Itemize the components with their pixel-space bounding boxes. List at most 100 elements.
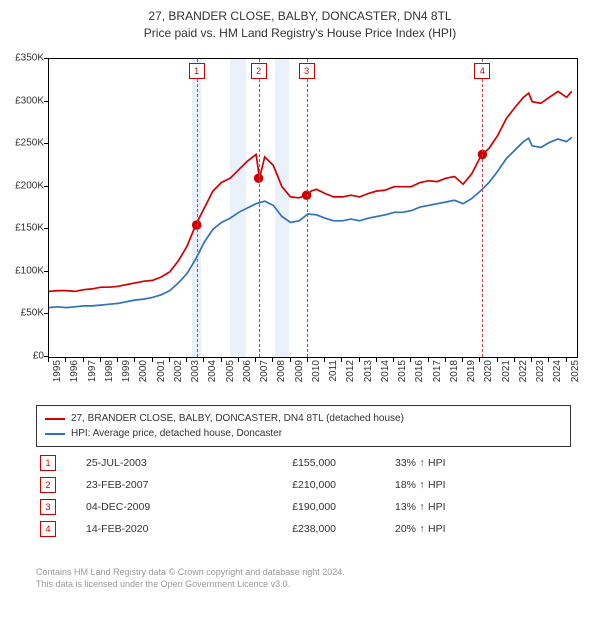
y-tick-label: £100K [15,265,44,276]
x-tick-mark [290,358,291,362]
sale-vline [259,59,260,357]
x-tick-label: 2025 [570,360,581,382]
x-tick-label: 2001 [156,360,167,382]
x-tick-mark [566,358,567,362]
x-tick-mark [48,358,49,362]
x-tick-mark [83,358,84,362]
x-tick-label: 2015 [397,360,408,382]
x-tick-mark [186,358,187,362]
x-tick-label: 2024 [552,360,563,382]
sale-price: £238,000 [226,523,336,535]
x-tick-label: 2009 [294,360,305,382]
y-tick-label: £200K [15,180,44,191]
x-tick-label: 2021 [501,360,512,382]
x-tick-mark [497,358,498,362]
y-tick-mark [44,228,48,229]
sale-price: £210,000 [226,479,336,491]
arrow-up-icon: ↑ [416,501,428,513]
x-tick-label: 1998 [104,360,115,382]
y-tick-mark [44,58,48,59]
x-tick-label: 2016 [414,360,425,382]
x-tick-label: 2014 [380,360,391,382]
sale-price: £155,000 [226,457,336,469]
sale-hpi-suffix: HPI [428,501,468,513]
x-tick-mark [255,358,256,362]
sale-vlabel: 2 [251,63,267,79]
x-tick-label: 1995 [52,360,63,382]
legend-row: 27, BRANDER CLOSE, BALBY, DONCASTER, DN4… [45,411,562,426]
x-tick-label: 2000 [138,360,149,382]
x-tick-mark [479,358,480,362]
x-tick-mark [307,358,308,362]
x-tick-label: 2008 [276,360,287,382]
x-tick-mark [221,358,222,362]
x-tick-label: 2010 [311,360,322,382]
sale-pct: 18% [336,479,416,491]
x-tick-mark [428,358,429,362]
x-tick-mark [376,358,377,362]
title-line-1: 27, BRANDER CLOSE, BALBY, DONCASTER, DN4… [0,8,600,25]
x-tick-mark [359,358,360,362]
x-tick-mark [514,358,515,362]
x-tick-label: 1997 [87,360,98,382]
sale-row: 304-DEC-2009£190,00013%↑HPI [36,496,571,518]
sale-index: 1 [40,455,56,471]
x-tick-mark [272,358,273,362]
x-tick-mark [462,358,463,362]
x-tick-label: 2011 [328,360,339,382]
sale-date: 14-FEB-2020 [86,523,226,535]
x-tick-mark [238,358,239,362]
y-tick-label: £50K [21,308,44,319]
sale-index: 2 [40,477,56,493]
title-line-2: Price paid vs. HM Land Registry's House … [0,25,600,42]
legend-swatch [45,433,65,435]
sale-hpi-suffix: HPI [428,457,468,469]
sale-index: 3 [40,499,56,515]
sale-row: 414-FEB-2020£238,00020%↑HPI [36,518,571,540]
x-tick-mark [393,358,394,362]
x-tick-label: 2006 [242,360,253,382]
x-tick-label: 2012 [345,360,356,382]
legend-swatch [45,418,65,420]
sale-hpi-suffix: HPI [428,523,468,535]
sale-vline [482,59,483,357]
arrow-up-icon: ↑ [416,457,428,469]
legend-label: 27, BRANDER CLOSE, BALBY, DONCASTER, DN4… [71,411,404,426]
title-block: 27, BRANDER CLOSE, BALBY, DONCASTER, DN4… [0,0,600,42]
chart-container: 27, BRANDER CLOSE, BALBY, DONCASTER, DN4… [0,0,600,620]
y-tick-mark [44,143,48,144]
legend-row: HPI: Average price, detached house, Donc… [45,426,562,441]
x-tick-mark [324,358,325,362]
x-tick-mark [548,358,549,362]
y-tick-label: £250K [15,138,44,149]
arrow-up-icon: ↑ [416,479,428,491]
x-tick-mark [445,358,446,362]
sale-vlabel: 1 [189,63,205,79]
y-tick-label: £300K [15,95,44,106]
x-tick-label: 2002 [173,360,184,382]
sale-pct: 13% [336,501,416,513]
sale-date: 23-FEB-2007 [86,479,226,491]
sale-row: 223-FEB-2007£210,00018%↑HPI [36,474,571,496]
legend-box: 27, BRANDER CLOSE, BALBY, DONCASTER, DN4… [36,405,571,447]
x-tick-label: 2018 [449,360,460,382]
x-tick-label: 1999 [121,360,132,382]
y-tick-mark [44,356,48,357]
footer-attribution: Contains HM Land Registry data © Crown c… [36,566,345,590]
x-tick-label: 2004 [207,360,218,382]
sale-price: £190,000 [226,501,336,513]
x-tick-label: 2005 [225,360,236,382]
plot-region: 1234 [48,58,578,358]
sale-vline [307,59,308,357]
sales-table: 125-JUL-2003£155,00033%↑HPI223-FEB-2007£… [36,452,571,540]
x-tick-label: 2007 [259,360,270,382]
x-tick-mark [65,358,66,362]
y-tick-mark [44,271,48,272]
footer-line-1: Contains HM Land Registry data © Crown c… [36,566,345,578]
y-tick-mark [44,101,48,102]
x-tick-label: 2019 [466,360,477,382]
sale-date: 25-JUL-2003 [86,457,226,469]
x-tick-mark [100,358,101,362]
sale-vlabel: 4 [474,63,490,79]
x-tick-mark [152,358,153,362]
